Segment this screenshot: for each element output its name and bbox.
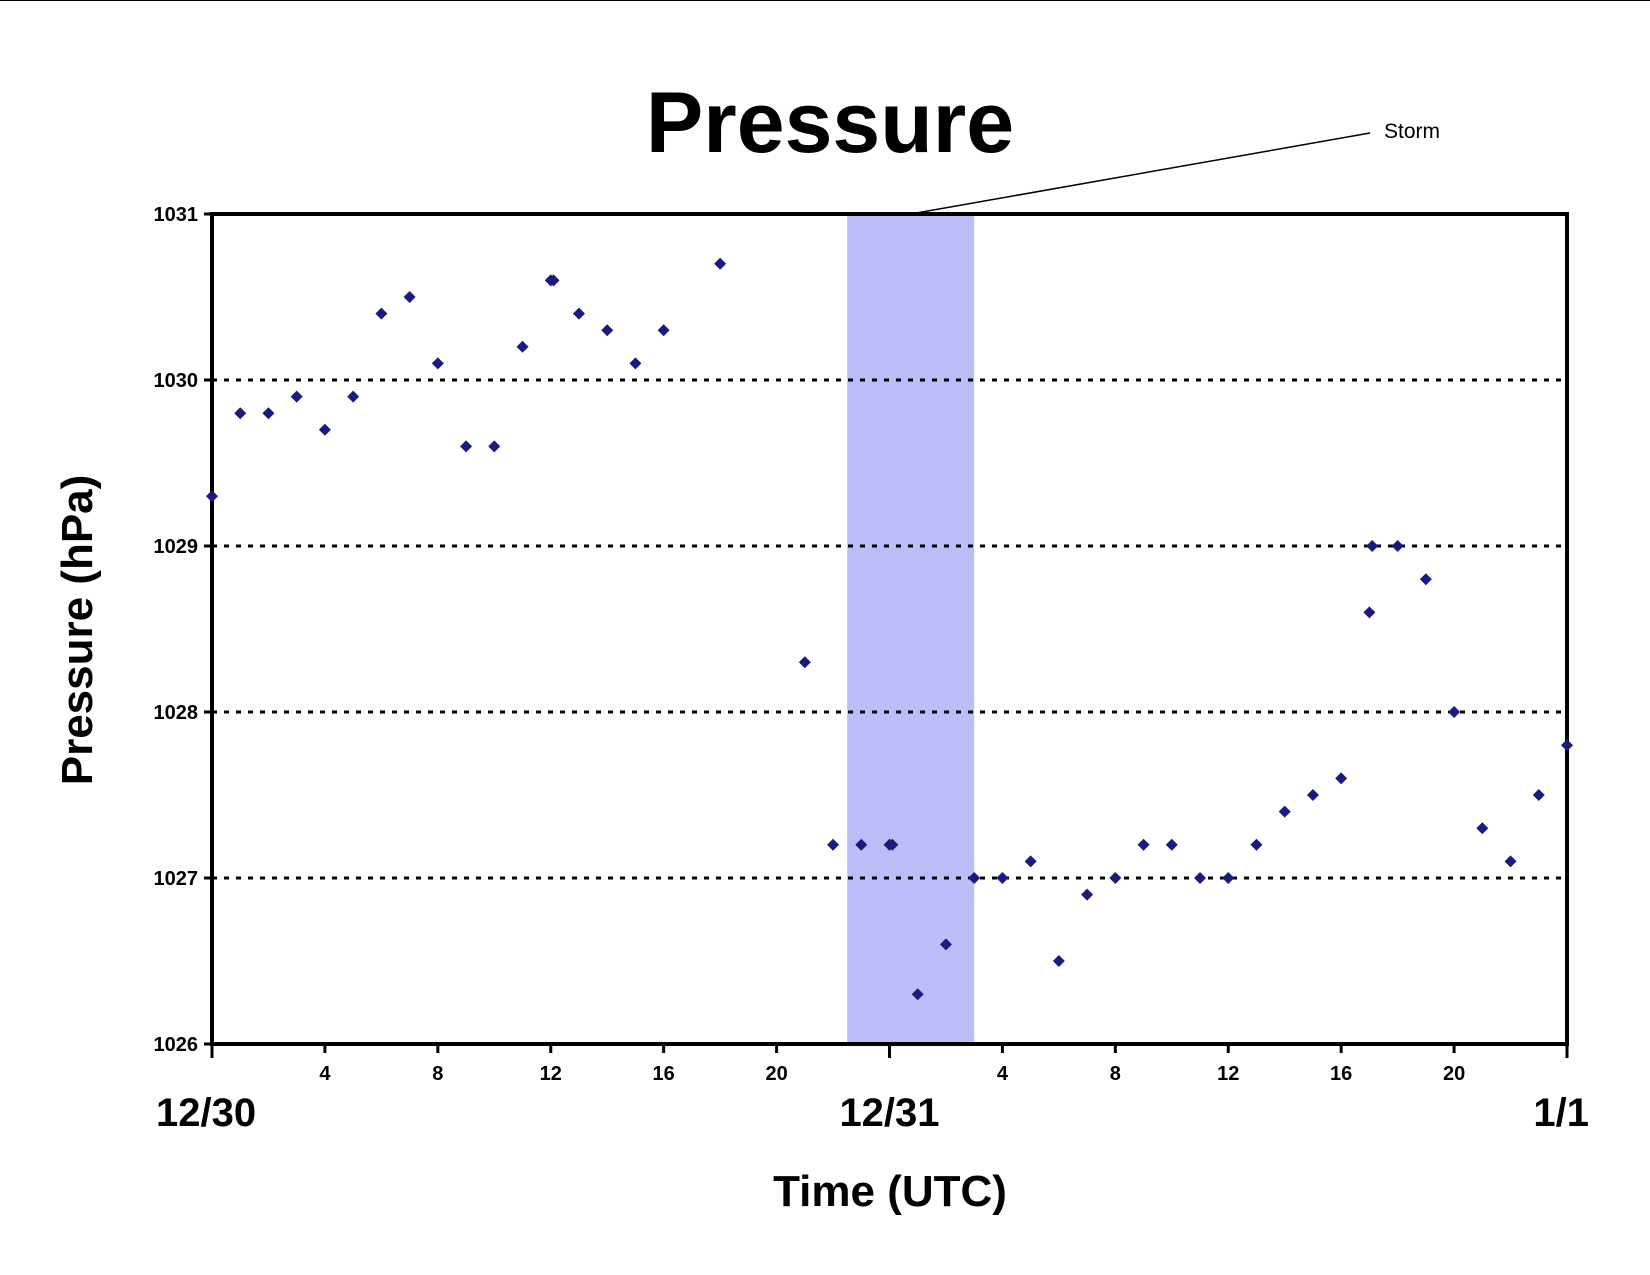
ticks-layer: 1026 1027 1028 1029 1030 1031 4 8 12 16 20 4 8 12 16 20… [154,204,1590,1135]
x-tick-label-36: 12 [1217,1063,1239,1085]
data-point [1222,872,1235,884]
data-point [714,257,727,270]
y-tick-label-1027: 1027 [154,868,199,890]
data-point [996,872,1009,884]
data-point [1137,838,1150,851]
data-point [1366,540,1379,552]
data-point [855,838,868,851]
x-tick-label-32: 8 [1110,1063,1121,1085]
data-point [1024,855,1037,868]
data-point [827,838,840,851]
x-tick-label-28: 4 [997,1063,1009,1085]
data-point [460,440,473,453]
storm-annotation-label: Storm [1384,120,1440,143]
data-point [1165,838,1178,851]
data-point [206,490,218,503]
x-tick-label-12: 12 [540,1063,562,1085]
data-point [290,390,303,403]
x-tick-label-20: 20 [765,1063,787,1085]
x-axis-label: Time (UTC) [773,1167,1007,1216]
x-tick-label-16: 16 [653,1063,675,1085]
x-tick-label-4: 4 [319,1063,331,1085]
data-point [1278,805,1291,818]
y-tick-label-1031: 1031 [154,204,199,226]
y-tick-label-1029: 1029 [154,536,199,558]
data-point [911,988,924,1001]
data-point [1419,573,1432,586]
data-point [1250,838,1263,851]
data-point [1306,789,1319,801]
y-tick-label-1028: 1028 [154,702,199,724]
storm-shading [847,214,975,1044]
data-point [1194,872,1207,884]
data-point [939,938,952,951]
data-point [375,307,388,320]
y-tick-label-1026: 1026 [154,1034,199,1056]
data-point [347,390,360,403]
data-point [1561,739,1573,752]
data-point [234,407,247,420]
date-label-12-30: 12/30 [156,1091,256,1135]
data-point [318,423,331,436]
data-point [403,291,416,303]
date-label-1-1: 1/1 [1533,1091,1589,1135]
data-point [1391,540,1404,552]
y-tick-label-1030: 1030 [154,370,199,392]
annotation-layer: Storm [910,120,1440,215]
data-point [1052,955,1065,967]
data-point [1504,855,1517,868]
date-label-12-31: 12/31 [839,1091,939,1135]
data-point [1363,606,1376,619]
gridlines-layer [212,378,1567,880]
x-tick-label-8: 8 [432,1063,443,1085]
data-point [1448,706,1461,718]
data-point [1081,888,1094,901]
x-tick-label-44: 20 [1443,1063,1465,1085]
storm-annotation-line [910,132,1371,215]
data-point [968,872,981,884]
data-point [1109,872,1122,884]
data-point [657,324,670,337]
data-point [262,407,275,420]
data-point [431,357,444,370]
data-point [488,440,501,453]
data-point [1476,822,1489,835]
x-tick-label-40: 16 [1330,1063,1352,1085]
data-point [572,307,585,320]
y-axis-label: Pressure (hPa) [53,475,102,786]
chart-title: Pressure [646,75,1014,171]
data-point [798,656,811,669]
data-point [629,357,642,370]
data-point [601,324,614,337]
data-point [516,340,529,353]
storm-shading-layer [847,214,975,1044]
data-points-layer [206,257,1573,1001]
data-point [547,274,560,287]
data-point [1532,789,1545,801]
data-point [886,838,899,851]
data-point [1335,772,1348,785]
